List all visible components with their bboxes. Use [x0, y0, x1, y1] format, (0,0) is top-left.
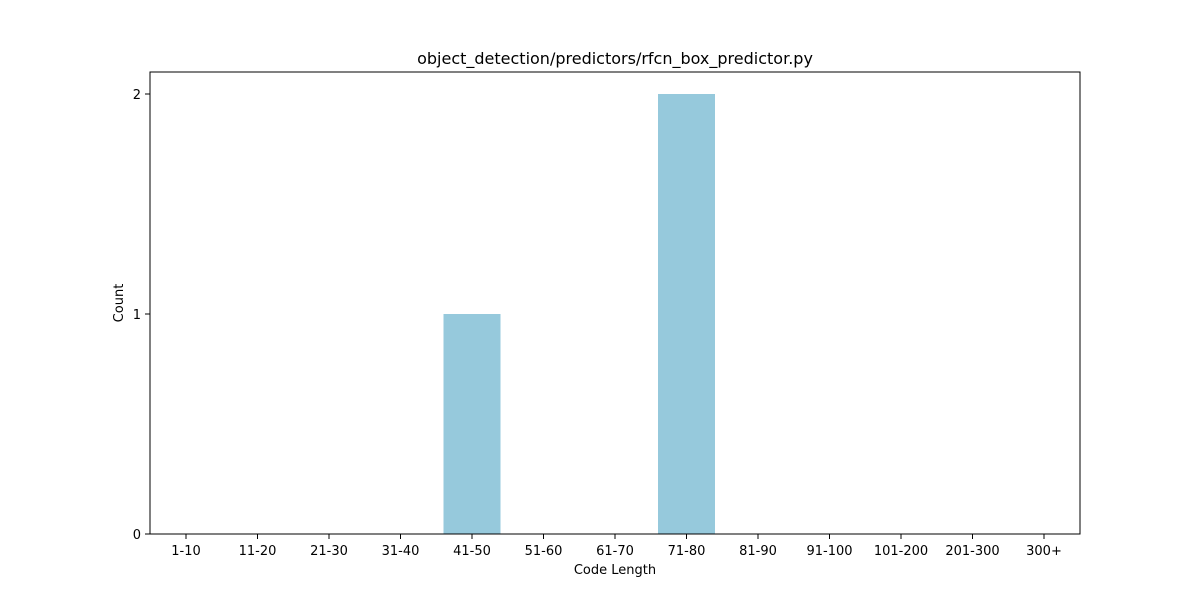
x-tick-label: 41-50 [453, 544, 491, 559]
bars-group [443, 94, 715, 534]
y-tick-label: 0 [133, 528, 141, 543]
x-tick-label: 300+ [1026, 544, 1062, 559]
x-tick-label: 51-60 [525, 544, 563, 559]
y-axis-ticks: 0 1 2 [133, 88, 150, 543]
x-tick-label: 101-200 [874, 544, 928, 559]
x-tick-label: 1-10 [171, 544, 201, 559]
x-tick-label: 201-300 [945, 544, 999, 559]
x-axis-label: Code Length [574, 563, 656, 578]
x-tick-label: 81-90 [739, 544, 777, 559]
x-tick-label: 11-20 [239, 544, 277, 559]
x-tick-label: 71-80 [668, 544, 706, 559]
x-tick-label: 91-100 [806, 544, 852, 559]
x-tick-label: 31-40 [382, 544, 420, 559]
bar-41-50 [443, 314, 501, 534]
bar-71-80 [658, 94, 715, 534]
chart-title: object_detection/predictors/rfcn_box_pre… [417, 49, 813, 69]
x-axis-ticks: 1-10 11-20 21-30 31-40 41-50 51-60 61-70 71-80 8… [171, 534, 1062, 559]
y-tick-label: 1 [133, 308, 141, 323]
x-tick-label: 61-70 [596, 544, 634, 559]
y-tick-label: 2 [133, 88, 141, 103]
y-axis-label: Count [112, 284, 127, 323]
x-tick-label: 21-30 [310, 544, 348, 559]
